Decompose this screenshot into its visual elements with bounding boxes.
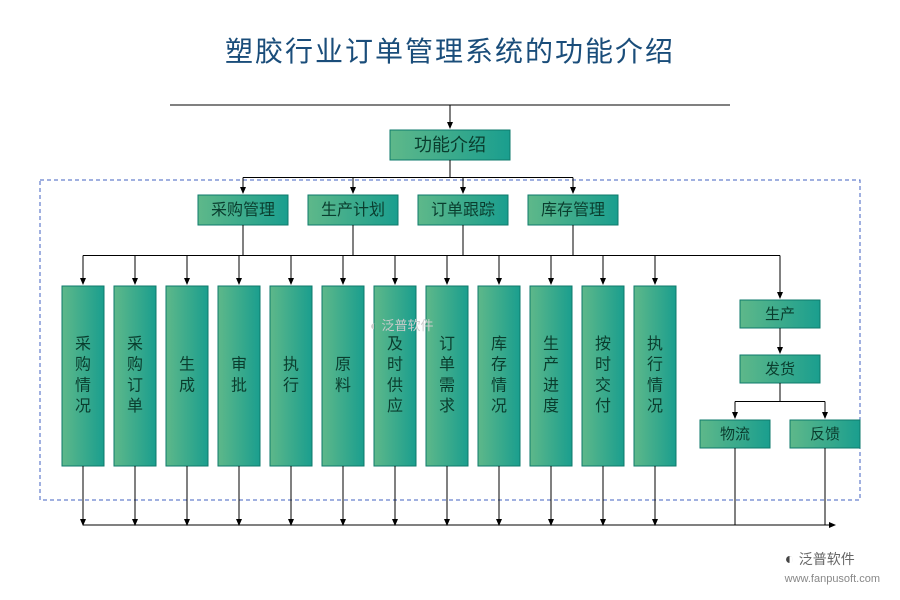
svg-text:况: 况 [491, 398, 507, 415]
svg-text:况: 况 [647, 398, 663, 415]
svg-text:功能介绍: 功能介绍 [414, 135, 486, 155]
svg-text:原: 原 [335, 357, 351, 374]
svg-text:购: 购 [75, 356, 91, 374]
svg-text:存: 存 [491, 356, 507, 374]
svg-text:库存管理: 库存管理 [541, 201, 605, 219]
svg-text:度: 度 [543, 397, 559, 415]
svg-text:购: 购 [127, 356, 143, 374]
svg-text:成: 成 [179, 376, 195, 394]
watermark-company: 泛普软件 [799, 551, 855, 567]
svg-text:批: 批 [231, 376, 247, 394]
svg-text:情: 情 [647, 376, 663, 394]
svg-text:付: 付 [595, 397, 611, 415]
svg-text:时: 时 [387, 356, 403, 374]
svg-text:采购管理: 采购管理 [211, 201, 275, 219]
svg-text:供: 供 [387, 376, 403, 394]
watermark-logo-icon: ◐ [785, 551, 799, 568]
svg-text:行: 行 [283, 376, 299, 394]
svg-text:情: 情 [75, 376, 91, 394]
diagram-svg: 功能介绍采购管理生产计划订单跟踪库存管理采购情况采购订单生成审批执行原料及时供应… [0, 0, 900, 600]
svg-text:按: 按 [595, 335, 611, 353]
svg-text:应: 应 [387, 396, 403, 415]
svg-text:采: 采 [75, 335, 91, 353]
svg-text:生产: 生产 [765, 306, 795, 323]
svg-text:订单跟踪: 订单跟踪 [431, 201, 495, 219]
svg-text:生: 生 [543, 335, 559, 353]
svg-text:进: 进 [543, 376, 559, 394]
svg-text:订: 订 [439, 335, 455, 353]
svg-text:审: 审 [231, 356, 247, 374]
svg-text:料: 料 [335, 376, 351, 394]
svg-text:时: 时 [595, 356, 611, 374]
svg-text:执: 执 [283, 356, 299, 374]
svg-text:情: 情 [491, 376, 507, 394]
watermark-url: www.fanpusoft.com [785, 573, 880, 585]
svg-text:单: 单 [127, 397, 143, 415]
svg-text:行: 行 [647, 356, 663, 374]
watermark: ◐ 泛普软件 www.fanpusoft.com [785, 549, 880, 585]
svg-text:况: 况 [75, 398, 91, 415]
svg-text:求: 求 [439, 397, 455, 415]
svg-text:生: 生 [179, 356, 195, 374]
svg-text:物流: 物流 [720, 426, 750, 443]
svg-text:库: 库 [491, 335, 507, 353]
svg-text:需: 需 [439, 376, 455, 394]
svg-text:单: 单 [439, 356, 455, 374]
svg-text:产: 产 [543, 356, 559, 374]
svg-text:订: 订 [127, 376, 143, 394]
svg-text:执: 执 [647, 335, 663, 353]
svg-text:发货: 发货 [765, 361, 795, 378]
svg-text:反馈: 反馈 [810, 426, 840, 443]
svg-text:采: 采 [127, 335, 143, 353]
svg-text:◐ 泛普软件: ◐ 泛普软件 [370, 318, 433, 333]
svg-text:及: 及 [387, 336, 403, 353]
svg-text:生产计划: 生产计划 [321, 201, 385, 219]
svg-text:交: 交 [595, 376, 611, 394]
